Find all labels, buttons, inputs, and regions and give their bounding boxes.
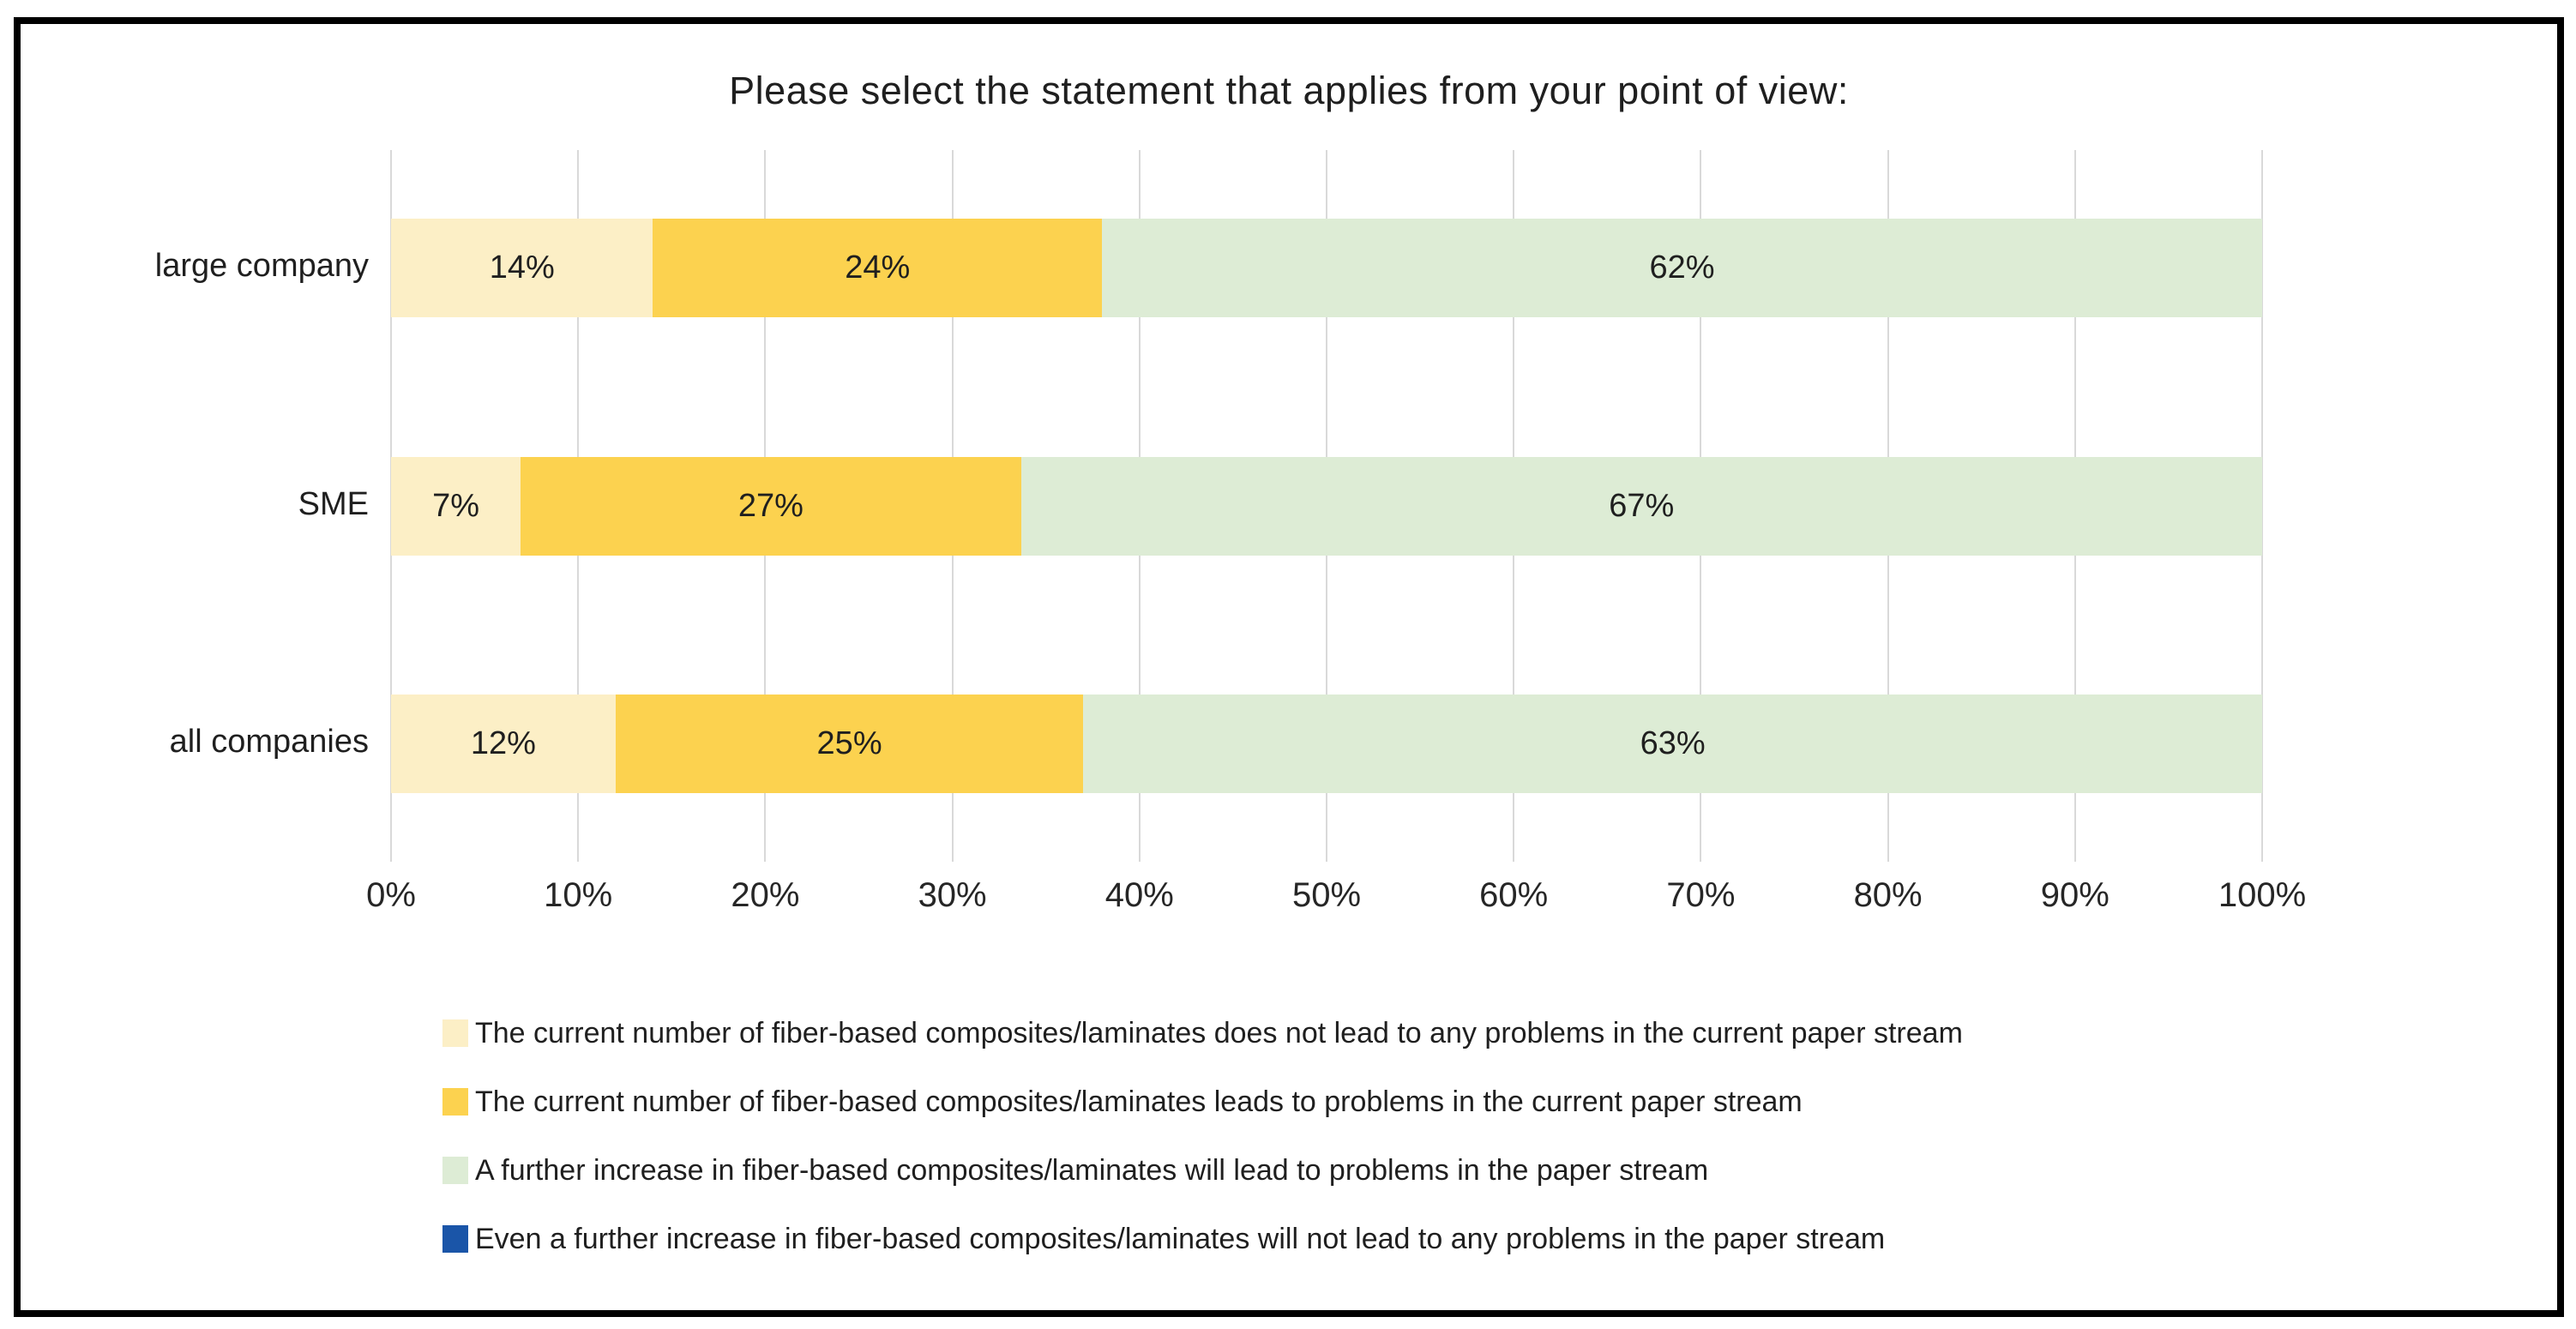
bar-segment: 12%	[391, 695, 616, 793]
x-tick-label: 10%	[544, 876, 613, 914]
bar-segment-value: 24%	[845, 250, 911, 286]
bar-segment-value: 14%	[489, 250, 555, 286]
legend-swatch-icon	[442, 1225, 468, 1253]
gridline	[2261, 150, 2263, 862]
legend-label: A further increase in fiber-based compos…	[475, 1153, 1709, 1187]
x-tick-label: 0%	[366, 876, 416, 914]
legend-item: A further increase in fiber-based compos…	[442, 1136, 1963, 1205]
bar-segment: 24%	[653, 219, 1103, 317]
x-tick-label: 30%	[918, 876, 987, 914]
category-label: SME	[298, 485, 369, 522]
bar-segment: 27%	[521, 457, 1021, 556]
x-tick-label: 80%	[1853, 876, 1923, 914]
bar-segment-value: 25%	[816, 725, 882, 761]
bar-segment-value: 12%	[470, 725, 536, 761]
category-label: large company	[154, 247, 369, 284]
legend-label: The current number of fiber-based compos…	[475, 1085, 1803, 1118]
legend-swatch-icon	[442, 1088, 468, 1116]
x-tick-label: 20%	[731, 876, 800, 914]
bar-segment-value: 67%	[1609, 488, 1675, 524]
bar-segment: 14%	[391, 219, 653, 317]
category-label: all companies	[169, 723, 369, 760]
bar-segment: 67%	[1020, 457, 2262, 556]
bar-segment: 62%	[1102, 219, 2262, 317]
legend-label: Even a further increase in fiber-based c…	[475, 1222, 1886, 1255]
legend: The current number of fiber-based compos…	[442, 999, 1963, 1273]
plot-area: 14% 24% 62% 7% 27% 67% 12% 25% 63%	[390, 150, 2263, 862]
x-tick-label: 50%	[1291, 876, 1362, 914]
bar-segment-value: 62%	[1649, 250, 1715, 286]
legend-item: Even a further increase in fiber-based c…	[442, 1205, 1963, 1273]
x-tick-label: 40%	[1104, 876, 1174, 914]
chart-title: Please select the statement that applies…	[729, 69, 1849, 112]
bar-row: 12% 25% 63%	[391, 695, 2262, 793]
legend-item: The current number of fiber-based compos…	[442, 1067, 1963, 1136]
x-tick-label: 60%	[1479, 876, 1549, 914]
bar-segment-value: 27%	[737, 488, 803, 524]
bar-segment-value: 63%	[1640, 725, 1706, 761]
bar-row: 7% 27% 67%	[391, 457, 2262, 556]
bar-segment-value: 7%	[432, 488, 480, 524]
legend-label: The current number of fiber-based compos…	[475, 1016, 1963, 1049]
legend-swatch-icon	[442, 1019, 468, 1047]
bar-row: 14% 24% 62%	[391, 219, 2262, 317]
x-tick-label: 90%	[2040, 876, 2110, 914]
x-tick-label: 100%	[2218, 876, 2307, 914]
bar-segment: 7%	[391, 457, 521, 556]
legend-item: The current number of fiber-based compos…	[442, 999, 1963, 1067]
bar-segment: 25%	[615, 695, 1084, 793]
x-tick-label: 70%	[1666, 876, 1736, 914]
legend-swatch-icon	[442, 1157, 468, 1184]
bar-segment: 63%	[1083, 695, 2262, 793]
